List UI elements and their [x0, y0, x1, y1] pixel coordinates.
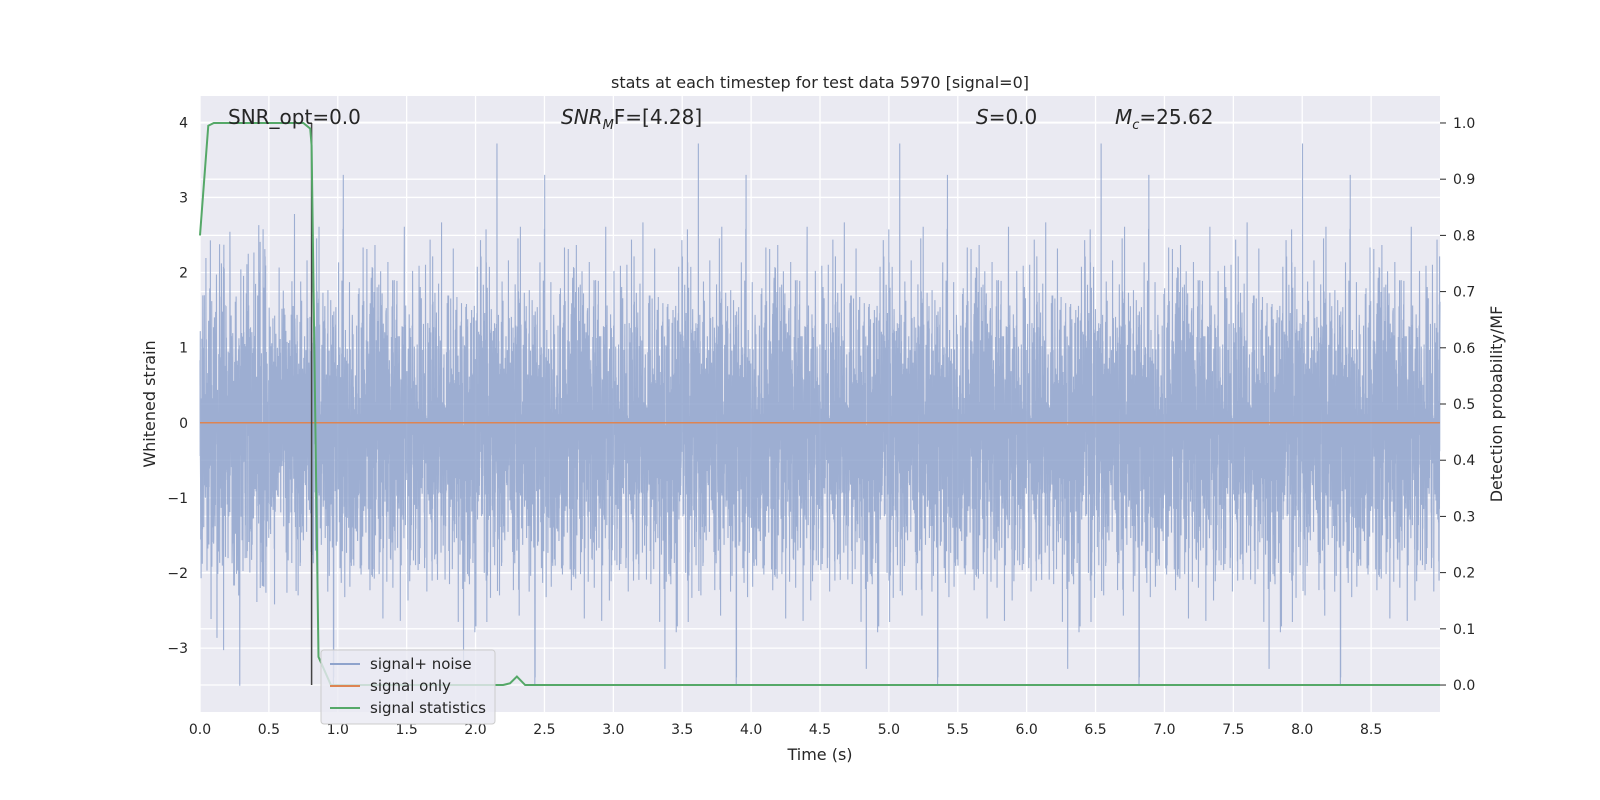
y-axis-label: Whitened strain	[140, 340, 159, 467]
annotation-snr-mf-sub: M	[603, 118, 614, 133]
annotation-snr-mf-base: SNR	[561, 105, 603, 129]
y-tick-label: 0	[179, 416, 188, 432]
legend-label-signal-only: signal only	[370, 677, 451, 695]
x-tick-label: 2.5	[533, 722, 555, 738]
signal-plus-noise-line	[199, 143, 1441, 686]
y-tick-label: 2	[179, 266, 188, 282]
y-right-tick-label: 0.1	[1453, 622, 1475, 638]
x-axis-ticks: 0.0 0.5 1.0 1.5 2.0 2.5 3.0 3.5 4.0 4.5 5.0 5.5 6.0 6…	[189, 722, 1382, 738]
annotation-s-base: S	[976, 105, 989, 129]
x-tick-label: 6.5	[1084, 722, 1106, 738]
legend-label-signal-plus-noise: signal+ noise	[370, 655, 472, 673]
annotation-snr-mf-rest: F=[4.28]	[614, 105, 702, 129]
y-axis-ticks: 4 3 2 1 0 −1 −2 −3	[167, 115, 188, 657]
y-right-tick-label: 0.3	[1453, 509, 1475, 525]
x-tick-label: 4.0	[740, 722, 762, 738]
y-right-axis-label: Detection probability/MF	[1487, 306, 1506, 503]
x-tick-label: 1.0	[327, 722, 349, 738]
x-tick-label: 0.0	[189, 722, 211, 738]
y-right-tick-label: 0.4	[1453, 453, 1475, 469]
y-tick-label: −2	[167, 566, 188, 582]
y-right-tick-label: 0.7	[1453, 285, 1475, 301]
annotation-snr-opt: SNR_opt=0.0	[228, 105, 361, 129]
x-tick-label: 1.5	[396, 722, 418, 738]
y-right-tick-label: 0.5	[1453, 397, 1475, 413]
annotation-mc-rest: =25.62	[1139, 105, 1213, 129]
x-tick-label: 6.0	[1016, 722, 1038, 738]
legend-label-signal-statistics: signal statistics	[370, 699, 486, 717]
annotation-mc: Mc=25.62	[1115, 105, 1213, 133]
x-tick-label: 0.5	[258, 722, 280, 738]
x-tick-label: 8.0	[1291, 722, 1313, 738]
legend: signal+ noise signal only signal statist…	[320, 649, 496, 725]
y-right-axis-ticks: 1.0 0.9 0.8 0.7 0.6 0.5 0.4 0.3 0.2 0.1 0.0	[1440, 116, 1475, 694]
y-right-tick-label: 1.0	[1453, 116, 1475, 132]
annotation-snr-mf: SNRMF=[4.28]	[561, 105, 702, 133]
y-right-tick-label: 0.2	[1453, 566, 1475, 582]
y-right-tick-label: 0.6	[1453, 341, 1475, 357]
x-tick-label: 5.5	[947, 722, 969, 738]
y-tick-label: −1	[167, 491, 188, 507]
legend-box	[320, 649, 496, 725]
annotation-s: S=0.0	[976, 105, 1037, 129]
x-tick-label: 2.0	[464, 722, 486, 738]
y-right-tick-label: 0.8	[1453, 228, 1475, 244]
x-tick-label: 3.0	[602, 722, 624, 738]
y-tick-label: −3	[167, 641, 188, 657]
annotation-s-rest: =0.0	[989, 105, 1038, 129]
annotation-mc-sub: c	[1132, 118, 1139, 133]
x-tick-label: 7.5	[1222, 722, 1244, 738]
y-tick-label: 1	[179, 341, 188, 357]
x-tick-label: 3.5	[671, 722, 693, 738]
x-tick-label: 7.0	[1153, 722, 1175, 738]
x-axis-label: Time (s)	[786, 745, 852, 764]
y-right-tick-label: 0.9	[1453, 172, 1475, 188]
x-tick-label: 8.5	[1360, 722, 1382, 738]
series-signal-plus-noise	[199, 143, 1441, 686]
annotation-mc-base: M	[1115, 105, 1132, 129]
x-tick-label: 5.0	[878, 722, 900, 738]
x-tick-label: 4.5	[809, 722, 831, 738]
chart-title: stats at each timestep for test data 597…	[611, 73, 1029, 92]
y-tick-label: 3	[179, 190, 188, 206]
y-tick-label: 4	[179, 115, 188, 131]
y-right-tick-label: 0.0	[1453, 678, 1475, 694]
